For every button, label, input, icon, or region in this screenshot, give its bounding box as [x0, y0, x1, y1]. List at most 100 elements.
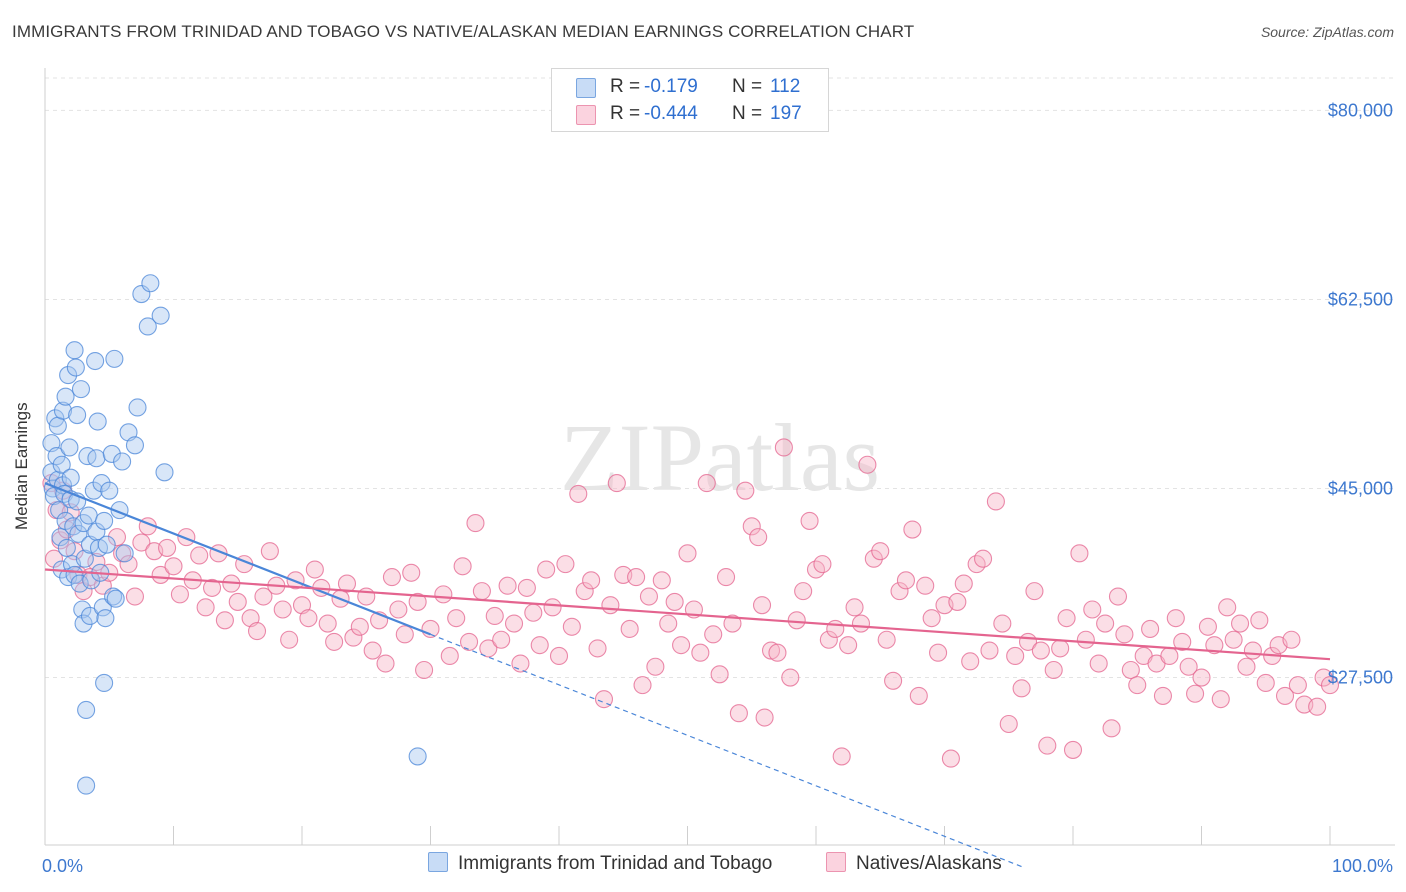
immigrants-point: [47, 447, 66, 466]
natives-point: [787, 611, 806, 630]
immigrants-point: [84, 481, 103, 500]
natives-point: [151, 565, 170, 584]
natives-point: [864, 549, 883, 568]
natives-point: [1205, 636, 1224, 655]
natives-point: [659, 614, 678, 633]
natives-point: [337, 574, 357, 593]
immigrants-point: [115, 544, 134, 563]
immigrants-point: [100, 481, 119, 500]
immigrants-point: [50, 501, 69, 520]
natives-point: [247, 622, 267, 641]
natives-point: [742, 517, 761, 536]
grid-lines: [45, 77, 1395, 679]
natives-point: [408, 592, 427, 611]
natives-point: [164, 557, 183, 576]
immigrants-point: [80, 606, 100, 626]
natives-point: [132, 533, 151, 552]
immigrants-point: [56, 387, 75, 406]
immigrants-point: [48, 416, 67, 435]
natives-point: [389, 600, 408, 619]
natives-point: [1083, 600, 1102, 619]
natives-point: [1153, 686, 1172, 705]
immigrants-point: [97, 535, 116, 554]
natives-point: [325, 632, 344, 651]
natives-point: [1006, 646, 1025, 666]
legend-r-value: -0.179: [644, 76, 698, 97]
natives-point: [447, 609, 466, 628]
natives-point: [627, 568, 646, 587]
natives-point: [453, 557, 472, 576]
immigrants-point: [42, 463, 61, 482]
natives-point: [1218, 598, 1237, 617]
natives-point: [472, 582, 491, 601]
natives-point: [158, 538, 177, 557]
natives-point: [344, 628, 363, 647]
natives-point: [749, 528, 768, 547]
natives-point: [215, 611, 234, 630]
immigrants-trend-extension: [430, 633, 1022, 868]
natives-point: [190, 546, 209, 565]
natives-point: [1186, 684, 1205, 703]
natives-point: [543, 598, 562, 617]
natives-point: [1057, 609, 1076, 628]
series-legend-immigrants: Immigrants from Trinidad and Tobago: [428, 852, 772, 875]
y-axis-label: Median Earnings: [12, 402, 31, 530]
natives-point: [774, 438, 793, 457]
natives-point: [517, 578, 536, 597]
legend-swatch-blue: [576, 78, 596, 98]
immigrants-point: [77, 700, 96, 720]
natives-point: [639, 587, 659, 606]
natives-point: [980, 641, 999, 660]
immigrants-point: [79, 506, 98, 525]
immigrants-point: [141, 274, 160, 293]
natives-point: [1250, 611, 1269, 630]
immigrants-trend-line: [44, 482, 431, 636]
natives-point: [1160, 646, 1179, 666]
natives-point: [1063, 740, 1083, 759]
natives-point: [710, 665, 729, 684]
natives-point: [511, 654, 530, 673]
data-points: [42, 274, 1340, 795]
natives-trend-line: [44, 568, 1331, 661]
immigrants-point: [95, 673, 114, 693]
natives-point: [890, 582, 909, 601]
natives-point: [492, 630, 511, 649]
natives-point: [678, 544, 697, 563]
natives-point: [203, 578, 222, 597]
natives-point: [1166, 609, 1185, 628]
natives-point: [1320, 676, 1340, 695]
natives-point: [723, 614, 742, 633]
immigrants-point: [138, 317, 157, 336]
series-name-immigrants: Immigrants from Trinidad and Tobago: [458, 853, 773, 874]
natives-point: [1224, 630, 1243, 649]
natives-point: [1141, 619, 1160, 638]
legend-swatch-pink: [576, 105, 596, 125]
natives-point: [280, 630, 299, 649]
natives-point: [832, 747, 851, 766]
natives-point: [61, 503, 80, 522]
natives-point: [729, 704, 748, 723]
immigrants-point: [75, 549, 94, 568]
y-tick-label: $62,500: [1328, 289, 1393, 309]
natives-point: [254, 587, 273, 606]
natives-point: [1256, 673, 1275, 693]
y-tick-label: $80,000: [1328, 100, 1393, 120]
natives-point: [588, 639, 607, 658]
natives-point: [716, 568, 736, 587]
x-tick-label-left: 0.0%: [42, 856, 83, 876]
immigrants-point: [66, 358, 85, 377]
natives-point: [845, 598, 864, 617]
immigrants-point: [102, 444, 121, 463]
natives-point: [839, 636, 858, 655]
legend-n-value: 112: [770, 76, 801, 97]
natives-point: [363, 641, 382, 660]
watermark: ZIPatlas: [560, 404, 880, 511]
natives-point: [107, 528, 127, 547]
immigrants-point: [105, 349, 124, 368]
natives-point: [582, 571, 601, 590]
legend-n-label: N =: [732, 103, 763, 124]
immigrants-point: [106, 589, 125, 608]
natives-point: [382, 568, 402, 587]
natives-point: [350, 617, 369, 636]
